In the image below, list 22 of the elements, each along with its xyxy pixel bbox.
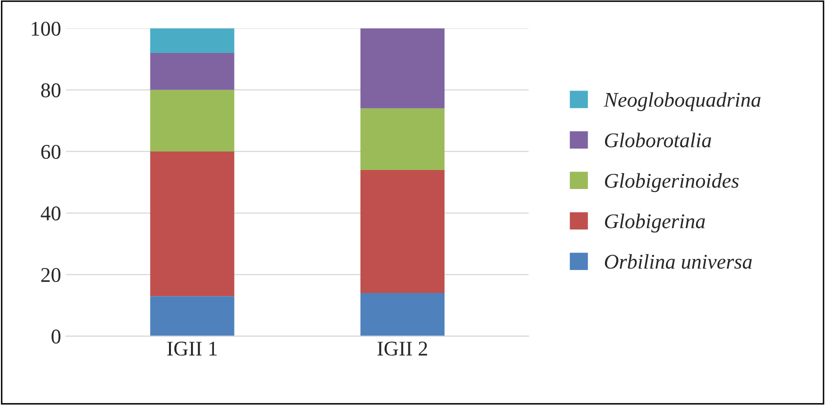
legend-label: Neogloboquadrina xyxy=(604,92,760,112)
legend-label: Orbilina universa xyxy=(604,254,752,269)
y-tick-label: 60 xyxy=(41,144,60,159)
legend-label: Globigerina xyxy=(605,214,705,233)
bar xyxy=(150,296,234,336)
bar xyxy=(360,28,445,108)
bar xyxy=(150,52,234,90)
bar xyxy=(150,151,234,296)
y-tick-label: 100 xyxy=(32,22,60,36)
y-tick-label: 80 xyxy=(41,83,60,98)
bar xyxy=(150,28,234,53)
legend-label: Globorotalia xyxy=(605,132,712,148)
bar xyxy=(150,90,234,152)
y-tick-label: 20 xyxy=(41,268,60,282)
legend-label: Globigerinoides xyxy=(605,173,739,192)
bar xyxy=(360,170,445,294)
bar xyxy=(360,293,445,336)
x-tick-label: IGII 1 xyxy=(167,342,217,356)
y-tick-label: 0 xyxy=(52,330,60,344)
x-tick-label: IGII 2 xyxy=(378,342,428,356)
bar xyxy=(360,108,445,170)
y-tick-label: 40 xyxy=(40,206,60,220)
